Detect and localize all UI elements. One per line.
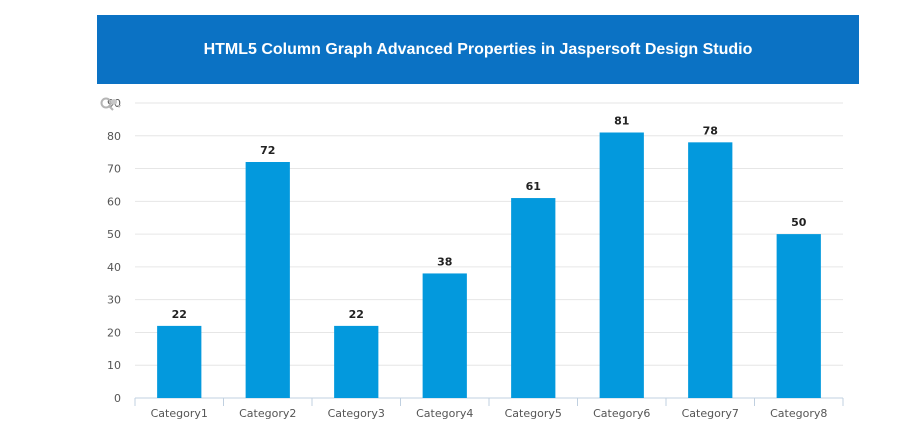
bar: [688, 142, 733, 398]
zoom-reset-icon[interactable]: [99, 96, 123, 112]
bar: [776, 234, 821, 398]
data-label: 38: [437, 255, 452, 268]
data-label: 22: [349, 308, 364, 321]
y-tick-label: 30: [107, 294, 121, 307]
data-label: 61: [526, 180, 541, 193]
bar: [157, 325, 202, 398]
data-label: 50: [791, 216, 807, 229]
data-label: 81: [614, 115, 629, 128]
x-tick-label: Category6: [593, 407, 650, 420]
x-tick-label: Category4: [416, 407, 473, 420]
x-tick-label: Category1: [151, 407, 208, 420]
chart-title: HTML5 Column Graph Advanced Properties i…: [203, 40, 753, 58]
x-tick-label: Category7: [682, 407, 739, 420]
bar: [422, 273, 467, 398]
bar: [334, 325, 379, 398]
bar: [245, 162, 290, 398]
bar: [599, 132, 644, 398]
x-tick-label: Category2: [239, 407, 296, 420]
y-tick-label: 20: [107, 326, 121, 339]
x-tick-label: Category5: [505, 407, 562, 420]
chart-header: HTML5 Column Graph Advanced Properties i…: [97, 15, 859, 84]
y-tick-label: 0: [114, 392, 121, 405]
y-tick-label: 10: [107, 359, 121, 372]
y-tick-label: 50: [107, 228, 121, 241]
y-tick-label: 40: [107, 261, 121, 274]
x-tick-label: Category3: [328, 407, 385, 420]
bar: [511, 198, 556, 398]
data-label: 78: [703, 124, 718, 137]
y-tick-label: 80: [107, 130, 121, 143]
y-tick-label: 70: [107, 163, 121, 176]
data-label: 72: [260, 144, 275, 157]
data-label: 22: [172, 308, 187, 321]
y-tick-label: 60: [107, 195, 121, 208]
x-tick-label: Category8: [770, 407, 827, 420]
